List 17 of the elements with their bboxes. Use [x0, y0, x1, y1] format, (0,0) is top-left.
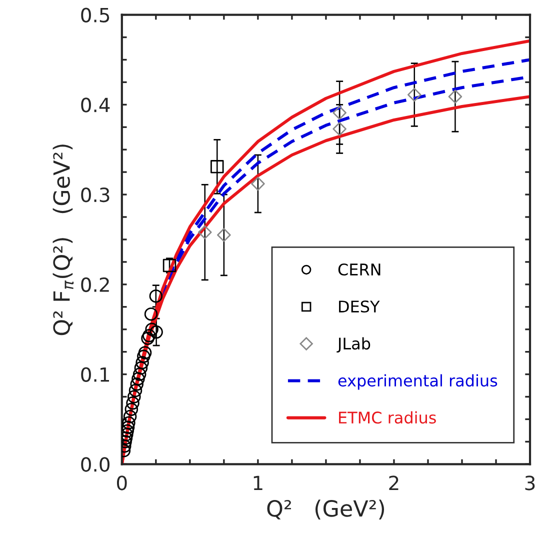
y-tick-label: 0.3: [81, 187, 110, 202]
legend-label: ETMC radius: [339, 411, 436, 424]
y-tick-label: 0.2: [81, 277, 109, 292]
y-tick-label: 0.1: [81, 367, 109, 382]
legend-label: CERN: [338, 263, 380, 276]
x-tick-label: 3: [525, 476, 535, 490]
y-axis-title: Q² F$_{π}$(Q²) (GeV²): [52, 144, 74, 336]
y-tick-label: 0.4: [81, 98, 110, 112]
x-tick-label: 1: [254, 476, 262, 490]
legend-label: DESY: [339, 300, 380, 313]
y-tick-label: 0.0: [81, 457, 110, 472]
x-tick-label: 2: [389, 476, 398, 490]
legend-label: JLab: [336, 337, 370, 353]
y-tick-label: 0.5: [81, 8, 110, 22]
legend-label: experimental radius: [338, 374, 498, 390]
x-tick-label: 0: [116, 476, 127, 490]
x-axis-title: Q² (GeV²): [267, 500, 384, 520]
